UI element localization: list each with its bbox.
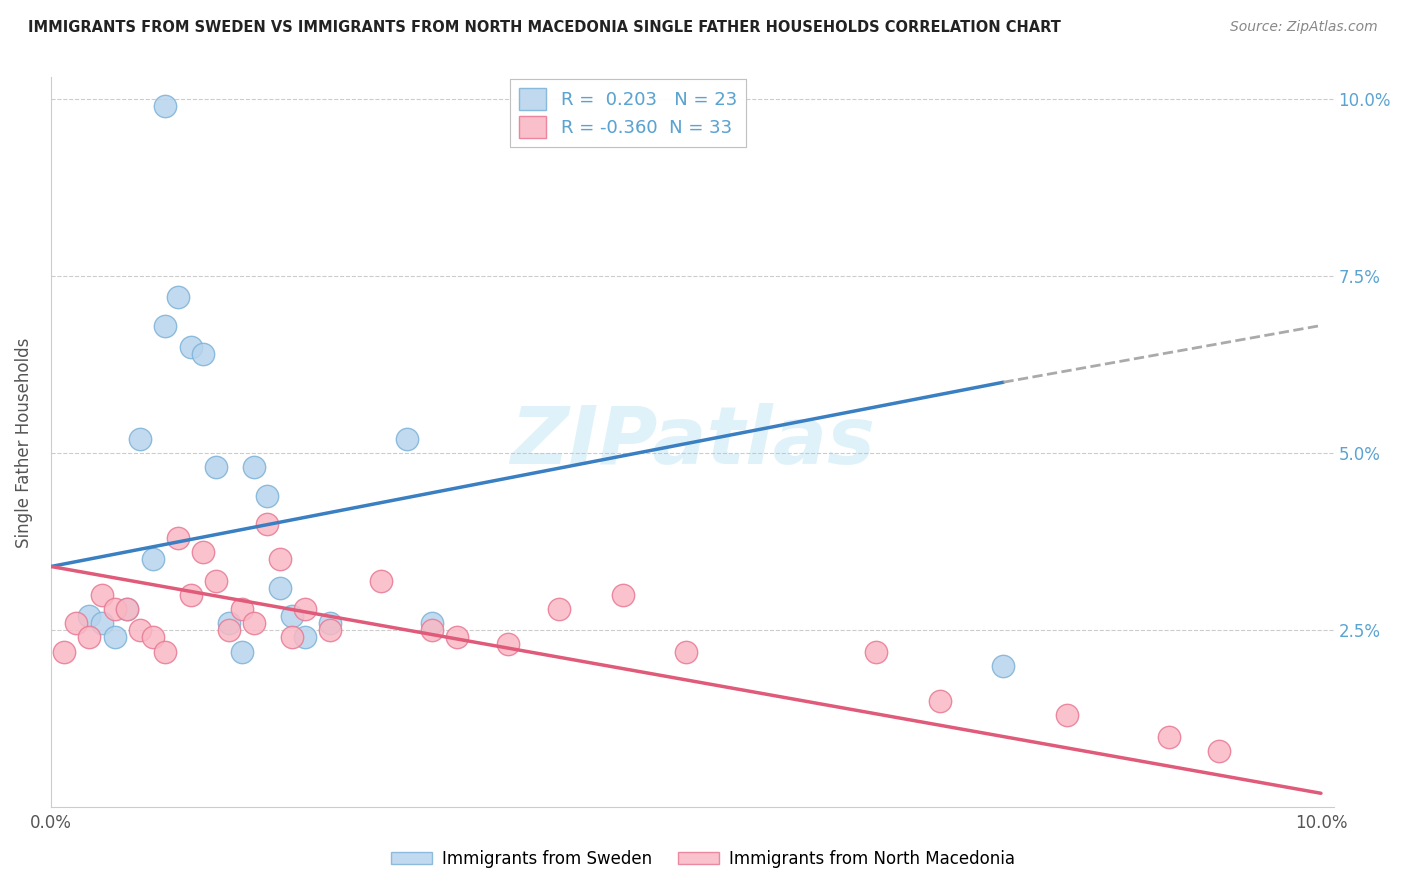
- Point: [256, 489, 278, 503]
- Point: [370, 574, 392, 588]
- Point: [548, 602, 571, 616]
- Point: [281, 631, 304, 645]
- Point: [446, 631, 468, 645]
- Point: [205, 574, 228, 588]
- Point: [1208, 744, 1230, 758]
- Text: ZIPatlas: ZIPatlas: [510, 403, 875, 482]
- Point: [205, 460, 228, 475]
- Point: [243, 616, 266, 631]
- Point: [420, 616, 443, 631]
- Point: [129, 432, 152, 446]
- Point: [180, 340, 202, 354]
- Point: [155, 644, 177, 658]
- Point: [155, 318, 177, 333]
- Point: [1056, 708, 1078, 723]
- Point: [52, 644, 75, 658]
- Point: [231, 602, 253, 616]
- Point: [269, 552, 291, 566]
- Point: [155, 99, 177, 113]
- Point: [496, 637, 519, 651]
- Point: [269, 581, 291, 595]
- Point: [142, 631, 165, 645]
- Point: [256, 516, 278, 531]
- Point: [420, 624, 443, 638]
- Point: [117, 602, 139, 616]
- Point: [90, 616, 112, 631]
- Point: [129, 624, 152, 638]
- Y-axis label: Single Father Households: Single Father Households: [15, 337, 32, 548]
- Point: [243, 460, 266, 475]
- Point: [117, 602, 139, 616]
- Point: [180, 588, 202, 602]
- Point: [65, 616, 87, 631]
- Point: [294, 602, 316, 616]
- Text: IMMIGRANTS FROM SWEDEN VS IMMIGRANTS FROM NORTH MACEDONIA SINGLE FATHER HOUSEHOL: IMMIGRANTS FROM SWEDEN VS IMMIGRANTS FRO…: [28, 20, 1062, 35]
- Point: [103, 602, 125, 616]
- Point: [319, 624, 342, 638]
- Point: [281, 609, 304, 624]
- Point: [90, 588, 112, 602]
- Point: [675, 644, 697, 658]
- Point: [294, 631, 316, 645]
- Point: [612, 588, 634, 602]
- Legend: R =  0.203   N = 23, R = -0.360  N = 33: R = 0.203 N = 23, R = -0.360 N = 33: [510, 79, 747, 146]
- Point: [395, 432, 418, 446]
- Point: [1157, 730, 1180, 744]
- Point: [218, 616, 240, 631]
- Text: Source: ZipAtlas.com: Source: ZipAtlas.com: [1230, 20, 1378, 34]
- Point: [929, 694, 952, 708]
- Point: [103, 631, 125, 645]
- Point: [231, 644, 253, 658]
- Point: [142, 552, 165, 566]
- Point: [77, 631, 100, 645]
- Legend: Immigrants from Sweden, Immigrants from North Macedonia: Immigrants from Sweden, Immigrants from …: [384, 844, 1022, 875]
- Point: [77, 609, 100, 624]
- Point: [993, 658, 1015, 673]
- Point: [865, 644, 887, 658]
- Point: [193, 347, 215, 361]
- Point: [193, 545, 215, 559]
- Point: [167, 290, 190, 304]
- Point: [319, 616, 342, 631]
- Point: [218, 624, 240, 638]
- Point: [167, 531, 190, 545]
